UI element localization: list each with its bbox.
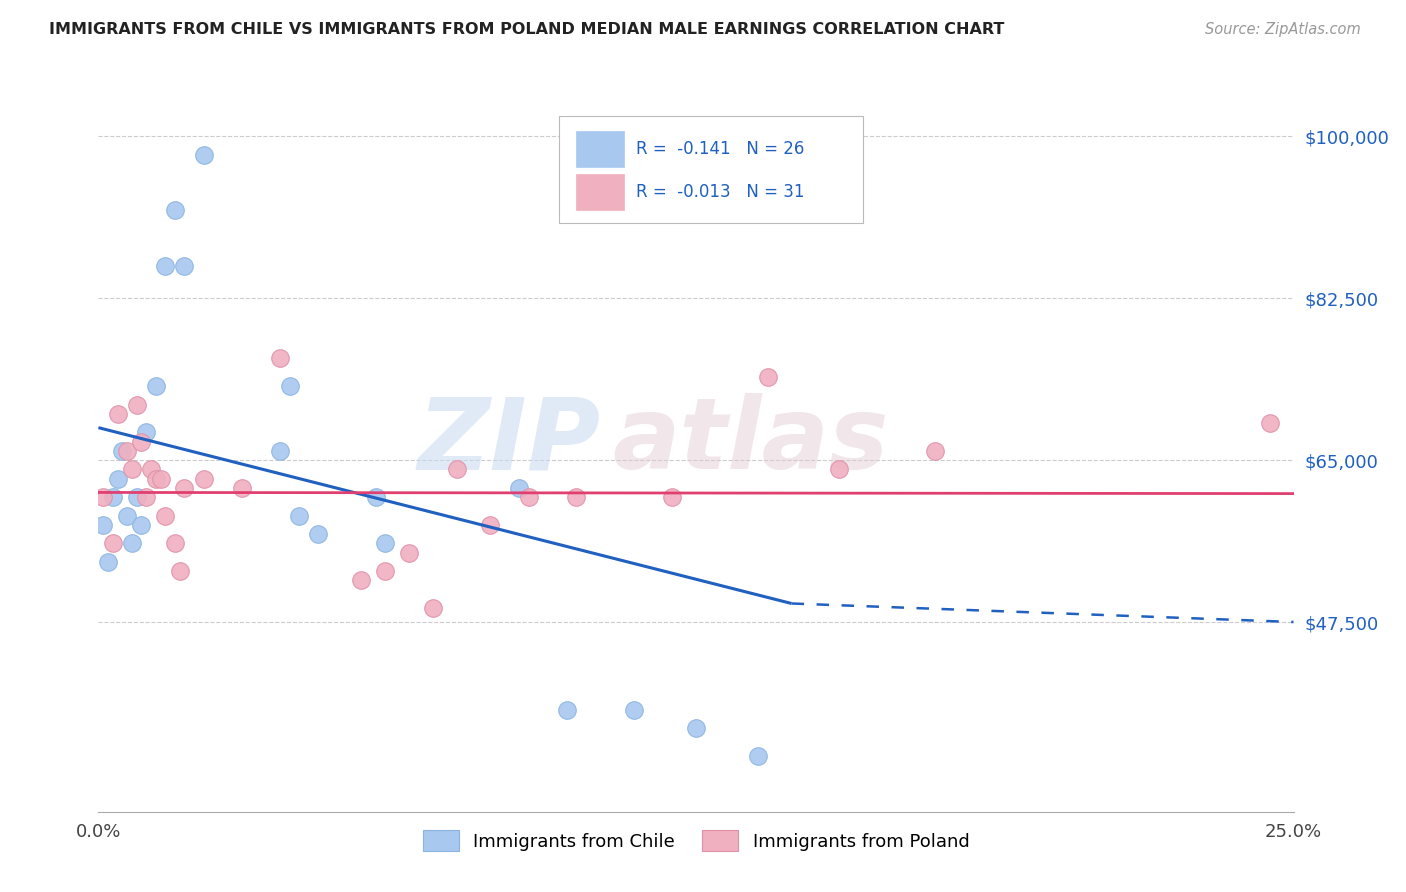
Point	[747, 749, 769, 764]
Text: ZIP: ZIP	[418, 393, 600, 490]
Point	[97, 555, 120, 569]
Point	[269, 351, 291, 366]
Point	[479, 517, 502, 532]
Bar	[576, 174, 624, 210]
Point	[135, 425, 157, 440]
Point	[685, 722, 707, 736]
Point	[193, 472, 215, 486]
FancyBboxPatch shape	[558, 116, 863, 223]
Point	[173, 481, 195, 495]
Point	[155, 259, 177, 273]
Point	[91, 490, 114, 504]
Point	[131, 434, 153, 449]
Point	[145, 472, 167, 486]
Point	[828, 462, 851, 476]
Point	[350, 574, 373, 588]
Point	[145, 379, 167, 393]
Point	[508, 481, 530, 495]
Point	[121, 536, 143, 550]
Point	[269, 443, 291, 458]
Point	[173, 259, 195, 273]
Point	[924, 443, 946, 458]
Point	[398, 545, 420, 560]
Point	[91, 517, 114, 532]
Legend: Immigrants from Chile, Immigrants from Poland: Immigrants from Chile, Immigrants from P…	[415, 823, 977, 858]
Point	[364, 490, 387, 504]
Text: Source: ZipAtlas.com: Source: ZipAtlas.com	[1205, 22, 1361, 37]
Point	[565, 490, 588, 504]
Point	[231, 481, 253, 495]
Text: R =  -0.141   N = 26: R = -0.141 N = 26	[637, 140, 804, 158]
Point	[1258, 416, 1281, 430]
Point	[115, 508, 138, 523]
Point	[193, 147, 215, 161]
Point	[101, 536, 124, 550]
Point	[163, 203, 186, 218]
Point	[446, 462, 468, 476]
Point	[307, 527, 329, 541]
Point	[278, 379, 301, 393]
Point	[422, 601, 444, 615]
Point	[107, 472, 129, 486]
Point	[623, 703, 645, 717]
Point	[139, 462, 162, 476]
Text: R =  -0.013   N = 31: R = -0.013 N = 31	[637, 183, 804, 201]
Text: IMMIGRANTS FROM CHILE VS IMMIGRANTS FROM POLAND MEDIAN MALE EARNINGS CORRELATION: IMMIGRANTS FROM CHILE VS IMMIGRANTS FROM…	[49, 22, 1004, 37]
Point	[101, 490, 124, 504]
Point	[131, 517, 153, 532]
Point	[374, 536, 396, 550]
Point	[555, 703, 578, 717]
Point	[125, 398, 148, 412]
Point	[517, 490, 540, 504]
Bar	[576, 131, 624, 167]
Point	[107, 407, 129, 421]
Point	[121, 462, 143, 476]
Point	[135, 490, 157, 504]
Point	[155, 508, 177, 523]
Text: atlas: atlas	[613, 393, 889, 490]
Point	[125, 490, 148, 504]
Point	[661, 490, 683, 504]
Point	[149, 472, 172, 486]
Point	[374, 564, 396, 578]
Point	[115, 443, 138, 458]
Point	[163, 536, 186, 550]
Point	[288, 508, 311, 523]
Point	[169, 564, 191, 578]
Point	[111, 443, 134, 458]
Point	[756, 369, 779, 384]
